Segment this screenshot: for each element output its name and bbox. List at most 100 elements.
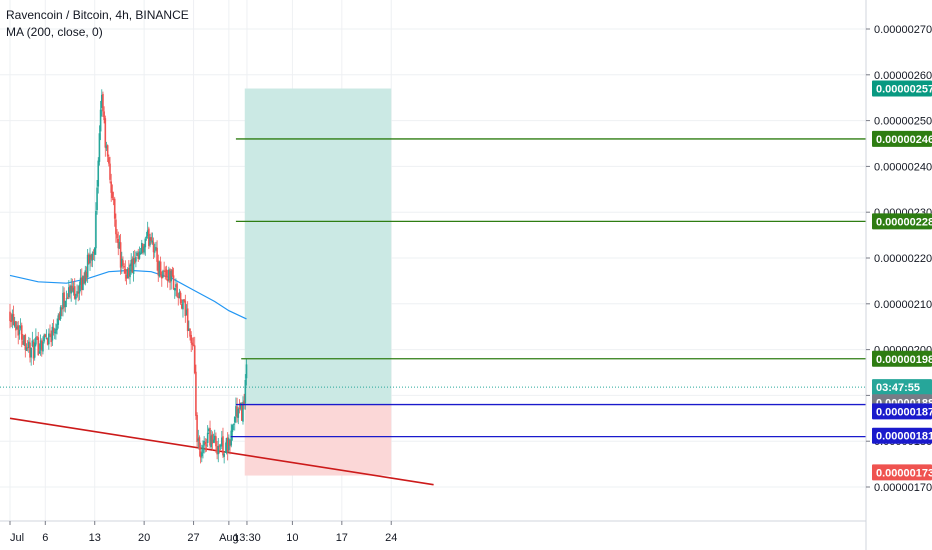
price-tag-label: 0.00000228 xyxy=(876,216,932,228)
candle-body xyxy=(163,270,165,272)
ma-200-line xyxy=(9,269,247,320)
candle-body xyxy=(142,243,144,253)
candle-body xyxy=(86,254,89,278)
candle-body xyxy=(90,255,92,260)
candle-body xyxy=(146,230,149,237)
price-tick-label: 0.00000210 xyxy=(874,299,932,311)
candle-body xyxy=(139,252,142,254)
candle-body xyxy=(212,439,215,443)
candle-body xyxy=(71,285,74,291)
candle-body xyxy=(117,238,120,249)
candle-body xyxy=(52,327,55,333)
candle-body xyxy=(96,187,98,211)
candle-body xyxy=(242,402,244,422)
candle-body xyxy=(208,428,210,432)
trend-line-layer[interactable] xyxy=(9,417,434,486)
candle-body xyxy=(170,271,173,282)
candle-body xyxy=(62,292,64,309)
candle-body xyxy=(149,237,151,246)
candle-body xyxy=(241,404,243,421)
candle-body xyxy=(155,247,157,251)
candle-body xyxy=(91,253,94,261)
candle-body xyxy=(130,260,132,267)
candle-body xyxy=(226,437,229,452)
candle-body xyxy=(89,254,91,264)
candle-body xyxy=(120,258,123,267)
candle-body xyxy=(15,321,17,331)
candle-body xyxy=(178,292,181,298)
price-tag-box xyxy=(872,403,932,420)
candle-body xyxy=(100,94,103,108)
candle-body xyxy=(10,320,12,323)
candle-body xyxy=(168,269,170,281)
candle-body xyxy=(159,261,162,275)
candle-body xyxy=(173,288,176,291)
candle-body xyxy=(192,344,195,346)
candle-body xyxy=(219,445,222,447)
price-tag-label: 0.00000181 xyxy=(876,431,932,443)
candle-body xyxy=(189,328,191,337)
candle-body xyxy=(191,342,194,345)
candle-body xyxy=(132,258,135,274)
candle-body xyxy=(164,270,167,272)
candle-body xyxy=(176,283,178,297)
grid xyxy=(0,0,866,521)
candle-body xyxy=(78,284,81,294)
candle-body xyxy=(171,269,174,277)
candle-body xyxy=(165,269,168,278)
candle-body xyxy=(111,191,114,199)
profit-zone[interactable] xyxy=(244,88,392,405)
candle-body xyxy=(211,434,214,444)
candle-body xyxy=(239,402,242,409)
candle-body xyxy=(140,242,143,254)
price-tag-label: 0.00000173 xyxy=(876,467,932,479)
candle-body xyxy=(20,325,23,340)
time-tick-label: Jul xyxy=(10,532,24,544)
candle-body xyxy=(85,271,88,278)
candle-body xyxy=(9,311,11,321)
candle-body xyxy=(53,332,56,334)
candle-body xyxy=(162,270,164,278)
price-tag-label: 03:47:55 xyxy=(876,382,920,394)
price-tick-label: 0.00000220 xyxy=(874,253,932,265)
candle-body xyxy=(35,337,37,345)
candle-body xyxy=(82,275,84,291)
candle-body xyxy=(22,340,24,345)
horizontal-lines[interactable] xyxy=(230,138,866,438)
candle-body xyxy=(137,252,140,259)
candle-body xyxy=(131,259,134,273)
candle-body xyxy=(157,260,160,276)
stop-zone[interactable] xyxy=(244,404,392,476)
candle-body xyxy=(73,286,76,299)
candle-body xyxy=(64,300,67,308)
candle-body xyxy=(238,408,241,410)
candle-body xyxy=(172,275,175,290)
candle-body xyxy=(183,299,185,301)
candle-body xyxy=(65,298,68,300)
candle-body xyxy=(80,277,83,290)
candle-body xyxy=(175,284,177,288)
candle-body xyxy=(26,347,29,349)
candle-body xyxy=(160,275,163,279)
candle-body xyxy=(232,423,235,425)
candle-body xyxy=(69,285,71,292)
candle-body xyxy=(186,308,189,332)
trend-line[interactable] xyxy=(9,417,434,486)
candle-body xyxy=(97,160,100,187)
time-tick-label: 13 xyxy=(89,532,101,544)
position-zones[interactable] xyxy=(244,88,392,476)
candle-body xyxy=(92,252,95,254)
candle-body xyxy=(195,371,197,416)
price-tag-box xyxy=(872,379,932,396)
candle-body xyxy=(88,254,90,264)
candle-body xyxy=(204,441,207,445)
candle-body xyxy=(112,198,115,201)
candle-body xyxy=(75,296,77,300)
candle-body xyxy=(57,315,60,325)
candle-body xyxy=(38,351,41,354)
candle-body xyxy=(12,313,15,326)
candle-body xyxy=(215,436,217,447)
candle-body xyxy=(108,157,110,164)
